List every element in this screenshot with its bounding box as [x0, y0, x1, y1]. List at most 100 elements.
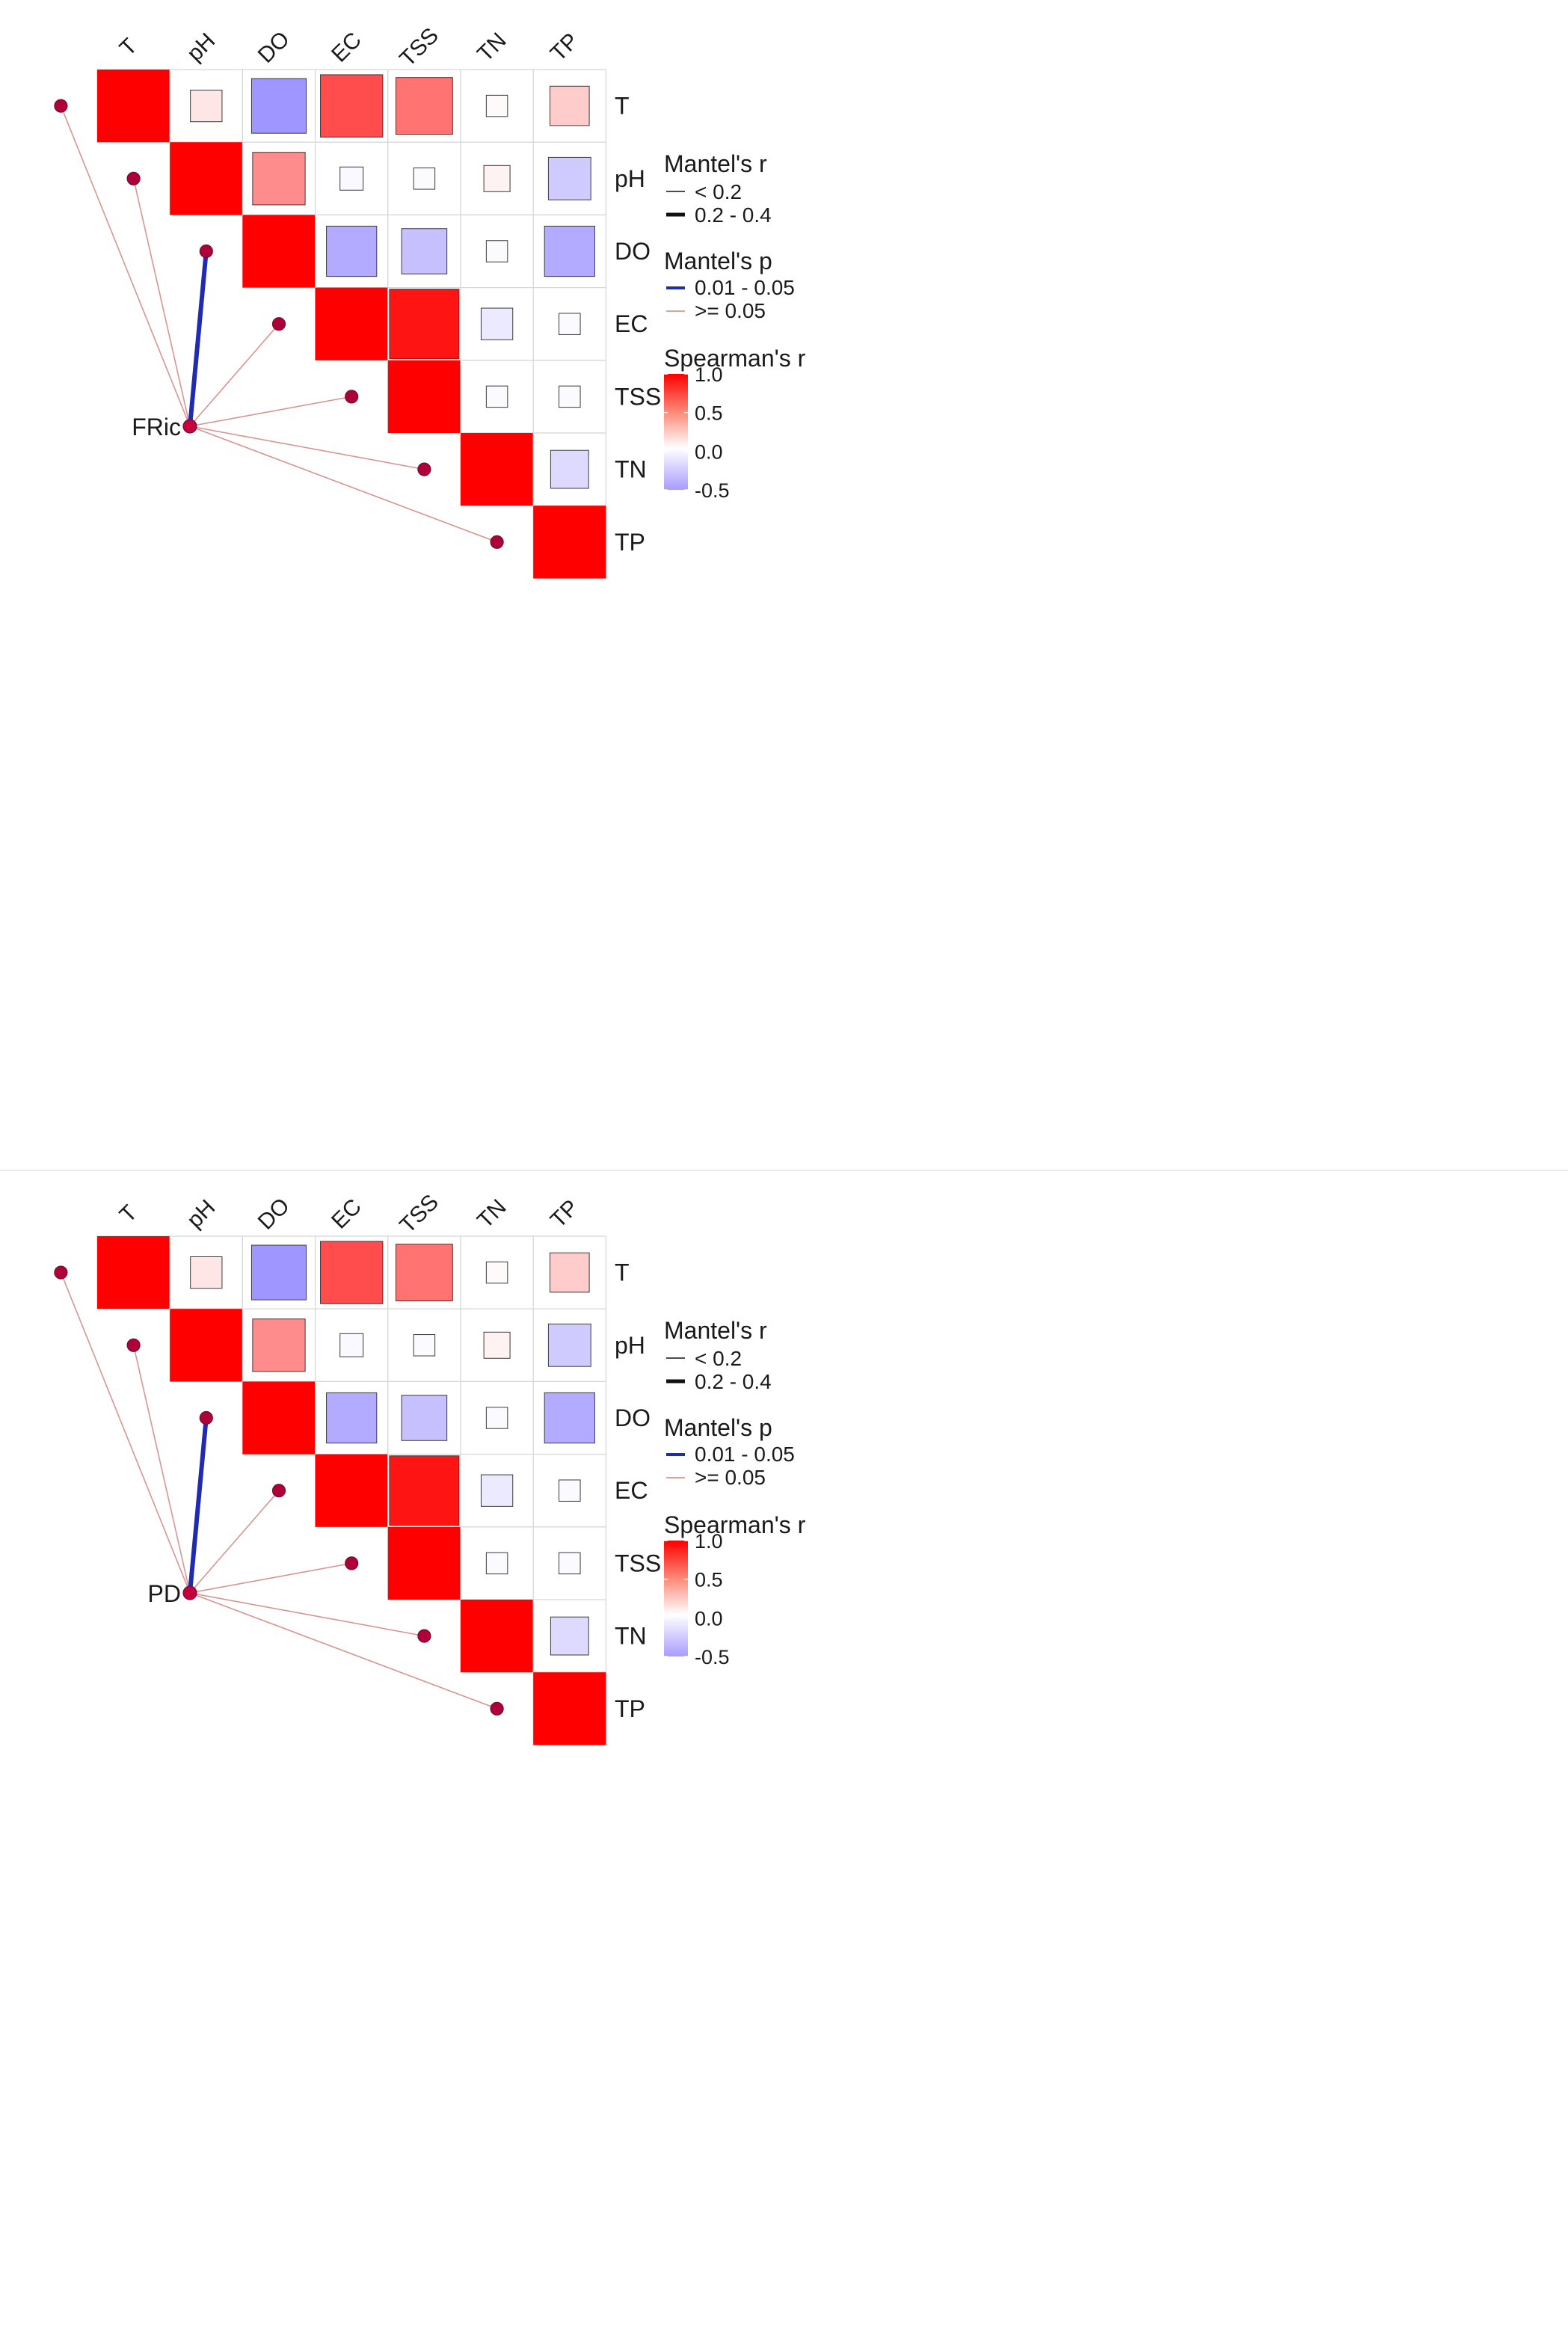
column-label: DO [253, 1194, 295, 1235]
colorbar-tick-label: -0.5 [695, 479, 730, 502]
legend-mantel-r-item: 0.2 - 0.4 [695, 203, 772, 227]
diagonal-cell [97, 1236, 170, 1309]
correlation-square [190, 1256, 223, 1289]
row-label: TSS [615, 383, 661, 410]
correlation-square [252, 1318, 306, 1372]
legend-spearman-title: Spearman's r [664, 345, 806, 372]
mantel-node-point [182, 1585, 197, 1600]
correlation-square [544, 1392, 595, 1444]
link-endpoint [490, 535, 504, 549]
mantel-link-do [188, 249, 209, 429]
mantel-link-tn [189, 1592, 425, 1637]
correlation-square [544, 225, 595, 277]
correlation-square [559, 1552, 581, 1575]
mantel-node-label: FRic [132, 414, 181, 440]
diagonal-cell [242, 1381, 316, 1455]
correlation-square [485, 240, 508, 262]
correlation-square [485, 385, 508, 408]
legend-mantel-p-item: >= 0.05 [695, 1466, 766, 1489]
colorbar-tick-label: 0.0 [695, 1607, 723, 1630]
correlation-square [549, 85, 590, 126]
legend-mantel-p-item: 0.01 - 0.05 [695, 276, 795, 299]
mantel-node-point [182, 419, 197, 434]
legend-mantel-r-item: < 0.2 [695, 180, 742, 203]
correlation-square [252, 152, 306, 206]
mantel-link-tss [189, 1562, 353, 1594]
column-label: T [115, 34, 142, 61]
row-label: TP [615, 529, 645, 556]
column-label: DO [253, 27, 295, 68]
spearman-colorbar [664, 1541, 688, 1656]
column-label: TP [546, 28, 583, 66]
correlation-square [547, 156, 591, 200]
column-label: TSS [395, 1190, 443, 1238]
legend-mantel-p-item: >= 0.05 [695, 299, 766, 322]
diagonal-cell [315, 287, 388, 360]
correlation-square [547, 1323, 591, 1367]
correlation-square [485, 1261, 508, 1284]
link-endpoint [199, 1410, 213, 1425]
row-label: EC [615, 1477, 648, 1504]
correlation-square [320, 1241, 384, 1304]
correlation-square [485, 1407, 508, 1429]
row-label: pH [615, 1332, 645, 1359]
link-endpoint [345, 390, 359, 404]
row-label: TN [615, 1623, 647, 1650]
correlation-square [326, 225, 378, 277]
correlation-square [480, 1474, 514, 1507]
correlation-square [250, 1244, 307, 1300]
legend-mantel-p-item: 0.01 - 0.05 [695, 1443, 795, 1466]
correlation-square [559, 1479, 581, 1502]
diagonal-cell [533, 1672, 606, 1745]
row-label: DO [615, 1404, 651, 1431]
column-label: pH [182, 1195, 220, 1232]
correlation-square [339, 1333, 364, 1357]
column-label: T [115, 1200, 142, 1227]
correlation-square [483, 1331, 511, 1359]
correlation-square [413, 168, 436, 190]
mantel-link-ec [189, 1490, 280, 1594]
mantel-link-ph [132, 1345, 191, 1594]
link-endpoint [417, 1629, 431, 1643]
link-endpoint [271, 317, 286, 331]
link-endpoint [126, 1338, 141, 1352]
correlation-square [401, 228, 448, 274]
row-label: TN [615, 456, 647, 483]
column-label: pH [182, 28, 220, 66]
correlation-square [401, 1395, 448, 1441]
correlation-square [550, 449, 589, 489]
diagonal-cell [461, 433, 534, 506]
row-label: T [615, 93, 630, 120]
link-endpoint [199, 244, 213, 259]
legend-mantel-r-item: 0.2 - 0.4 [695, 1370, 772, 1393]
mantel-node-label: PD [148, 1580, 181, 1607]
column-label: TN [473, 1194, 511, 1233]
correlation-square [559, 385, 581, 408]
legend-mantel-r-title: Mantel's r [664, 150, 767, 177]
legend-mantel-p-title: Mantel's p [664, 248, 772, 274]
correlation-square [483, 165, 511, 192]
row-label: T [615, 1259, 630, 1286]
correlation-square [250, 78, 307, 134]
link-endpoint [54, 99, 68, 113]
colorbar-tick-label: 1.0 [695, 1530, 723, 1553]
diagonal-cell [387, 360, 461, 433]
correlation-square [326, 1392, 378, 1444]
link-endpoint [345, 1556, 359, 1570]
colorbar-tick-label: 1.0 [695, 363, 723, 386]
mantel-link-tss [189, 396, 353, 427]
correlation-square [339, 166, 364, 191]
column-label: TP [546, 1195, 583, 1232]
legend-spearman-title: Spearman's r [664, 1511, 806, 1538]
row-label: EC [615, 310, 648, 337]
column-label: TN [473, 28, 511, 67]
row-label: TSS [615, 1550, 661, 1576]
link-endpoint [417, 462, 431, 476]
cell-frame [532, 287, 607, 361]
diagonal-cell [170, 1309, 243, 1382]
mantel-link-ph [132, 178, 191, 427]
legend-mantel-r-item: < 0.2 [695, 1347, 742, 1370]
